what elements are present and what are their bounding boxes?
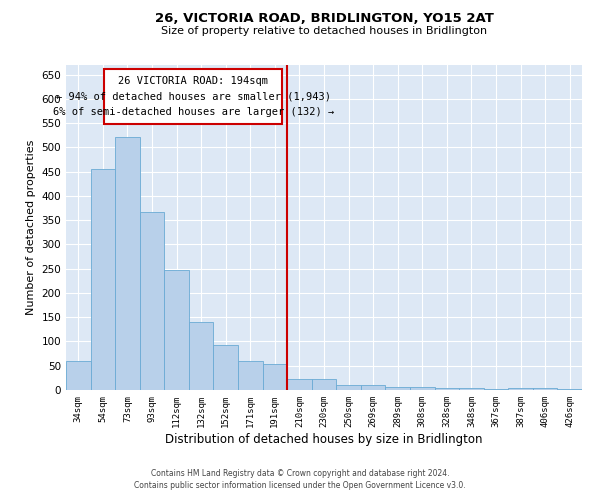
Bar [66,361,91,390]
Bar [140,212,164,390]
Text: 6% of semi-detached houses are larger (132) →: 6% of semi-detached houses are larger (1… [53,108,334,118]
Bar [557,388,582,390]
Bar [336,385,361,390]
Bar [91,170,115,390]
Bar [238,362,263,390]
Text: Contains public sector information licensed under the Open Government Licence v3: Contains public sector information licen… [134,481,466,490]
Bar [115,138,140,390]
X-axis label: Distribution of detached houses by size in Bridlington: Distribution of detached houses by size … [165,432,483,446]
Y-axis label: Number of detached properties: Number of detached properties [26,140,36,315]
Bar [361,384,385,390]
Bar [312,380,336,390]
Bar [508,388,533,390]
Bar [287,380,312,390]
Text: 26 VICTORIA ROAD: 194sqm: 26 VICTORIA ROAD: 194sqm [118,76,268,86]
Bar [164,270,189,390]
Text: Size of property relative to detached houses in Bridlington: Size of property relative to detached ho… [161,26,487,36]
Bar [484,388,508,390]
Bar [459,388,484,390]
Text: ← 94% of detached houses are smaller (1,943): ← 94% of detached houses are smaller (1,… [56,92,331,102]
Text: Contains HM Land Registry data © Crown copyright and database right 2024.: Contains HM Land Registry data © Crown c… [151,468,449,477]
FancyBboxPatch shape [104,69,282,124]
Bar [410,387,434,390]
Bar [385,386,410,390]
Text: 26, VICTORIA ROAD, BRIDLINGTON, YO15 2AT: 26, VICTORIA ROAD, BRIDLINGTON, YO15 2AT [155,12,493,26]
Bar [189,322,214,390]
Bar [263,364,287,390]
Bar [214,345,238,390]
Bar [533,388,557,390]
Bar [434,388,459,390]
